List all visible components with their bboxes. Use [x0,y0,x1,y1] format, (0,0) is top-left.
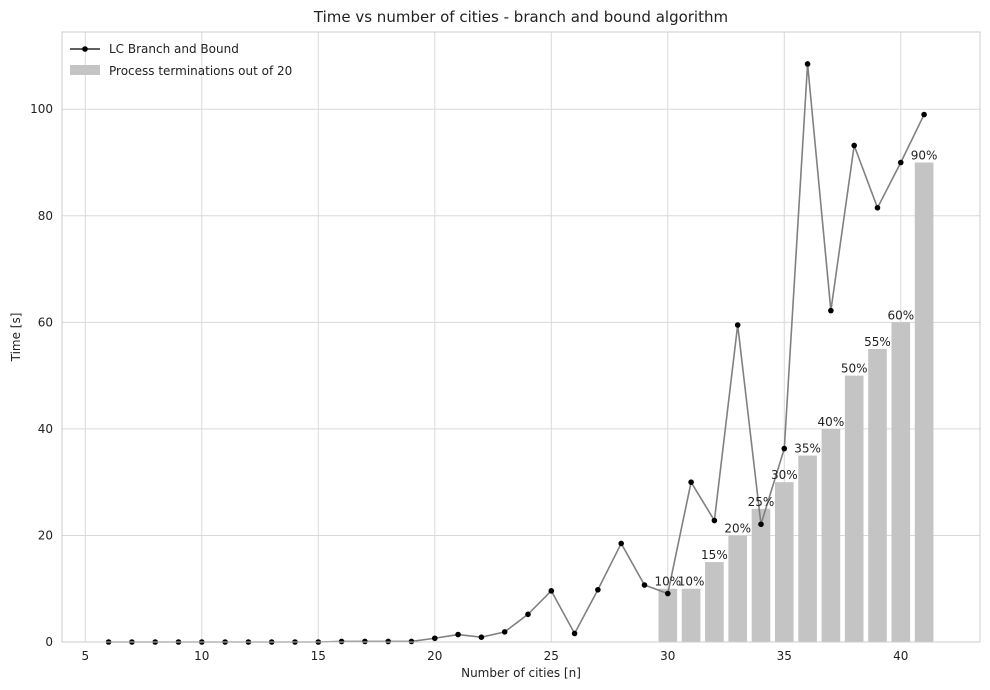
x-tick-label: 20 [427,649,442,663]
data-point [618,540,624,547]
data-point [851,142,857,149]
data-point [338,638,345,645]
bar-data-label: 35% [794,442,821,456]
data-point [641,582,648,588]
x-axis-label: Number of cities [n] [461,666,581,680]
data-point [501,629,508,635]
y-axis-label: Time [s] [9,313,23,363]
data-point [828,307,834,314]
y-tick-labels: 0 20 40 60 80 100 [30,102,53,649]
x-tick-label: 30 [660,649,675,663]
bar-data-label: 40% [818,415,845,429]
grid-lines [62,32,980,643]
data-point [478,634,485,641]
data-point [385,638,391,645]
bar-data-label: 50% [841,362,868,376]
bar-data-label: 10% [654,575,681,589]
bar-data-label: 10% [678,575,705,589]
data-point [897,159,904,166]
x-tick-labels: 5 10 15 20 25 30 35 40 [81,649,908,663]
bar [681,588,701,642]
bar [868,348,887,642]
bar [705,562,724,642]
data-point [362,638,368,645]
x-tick-label: 10 [194,649,209,663]
bar [728,535,748,642]
bar [774,482,794,642]
bar-data-label: 90% [911,149,938,163]
data-point [455,631,461,638]
y-tick-label: 80 [38,209,53,223]
bar [751,508,771,642]
data-point [804,61,811,67]
bar-series [658,162,934,642]
y-tick-label: 40 [38,422,53,436]
x-tick-label: 5 [81,649,89,663]
legend-item-bar: Process terminations out of 20 [70,64,292,78]
y-tick-label: 0 [45,635,53,649]
bar [844,375,864,642]
bar-data-labels: 10%10% 15% 20% 25% 30% 35% 40% 50% 55% 60% 90% [654,149,937,589]
chart-title: Time vs number of cities - branch and bo… [313,8,728,26]
x-tick-label: 15 [311,649,326,663]
y-tick-label: 20 [38,528,53,542]
legend-bar-swatch [70,65,100,75]
data-point [408,638,415,645]
bar-data-label: 55% [864,335,891,349]
bar-data-label: 60% [887,308,914,322]
x-tick-label: 40 [893,649,908,663]
y-tick-label: 60 [38,315,53,329]
data-point [874,205,881,211]
legend-item-line: LC Branch and Bound [70,42,239,56]
data-point [758,521,764,528]
bar [891,322,911,642]
bar [658,588,678,642]
bar [821,428,841,642]
data-point [921,111,927,118]
x-tick-label: 25 [544,649,559,663]
bar [798,455,817,642]
bar-data-label: 15% [701,548,728,562]
data-point [525,611,531,618]
legend: LC Branch and Bound Process terminations… [70,42,292,78]
bar [914,162,934,642]
y-tick-label: 100 [30,102,53,116]
data-point [664,590,671,597]
data-point [431,635,438,642]
data-point [548,588,555,594]
data-point [711,517,718,524]
bar-data-label: 30% [771,468,798,482]
x-tick-label: 35 [777,649,792,663]
data-point [595,586,601,593]
data-point [571,630,578,637]
legend-label-bar: Process terminations out of 20 [109,64,292,78]
data-point [688,479,694,485]
data-point [781,445,788,452]
bar-data-label: 25% [748,495,775,509]
legend-marker-swatch [82,46,88,52]
plot-area-frame [61,31,981,643]
bar-data-label: 20% [724,521,751,535]
data-point [734,322,741,328]
legend-label-line: LC Branch and Bound [109,42,239,56]
